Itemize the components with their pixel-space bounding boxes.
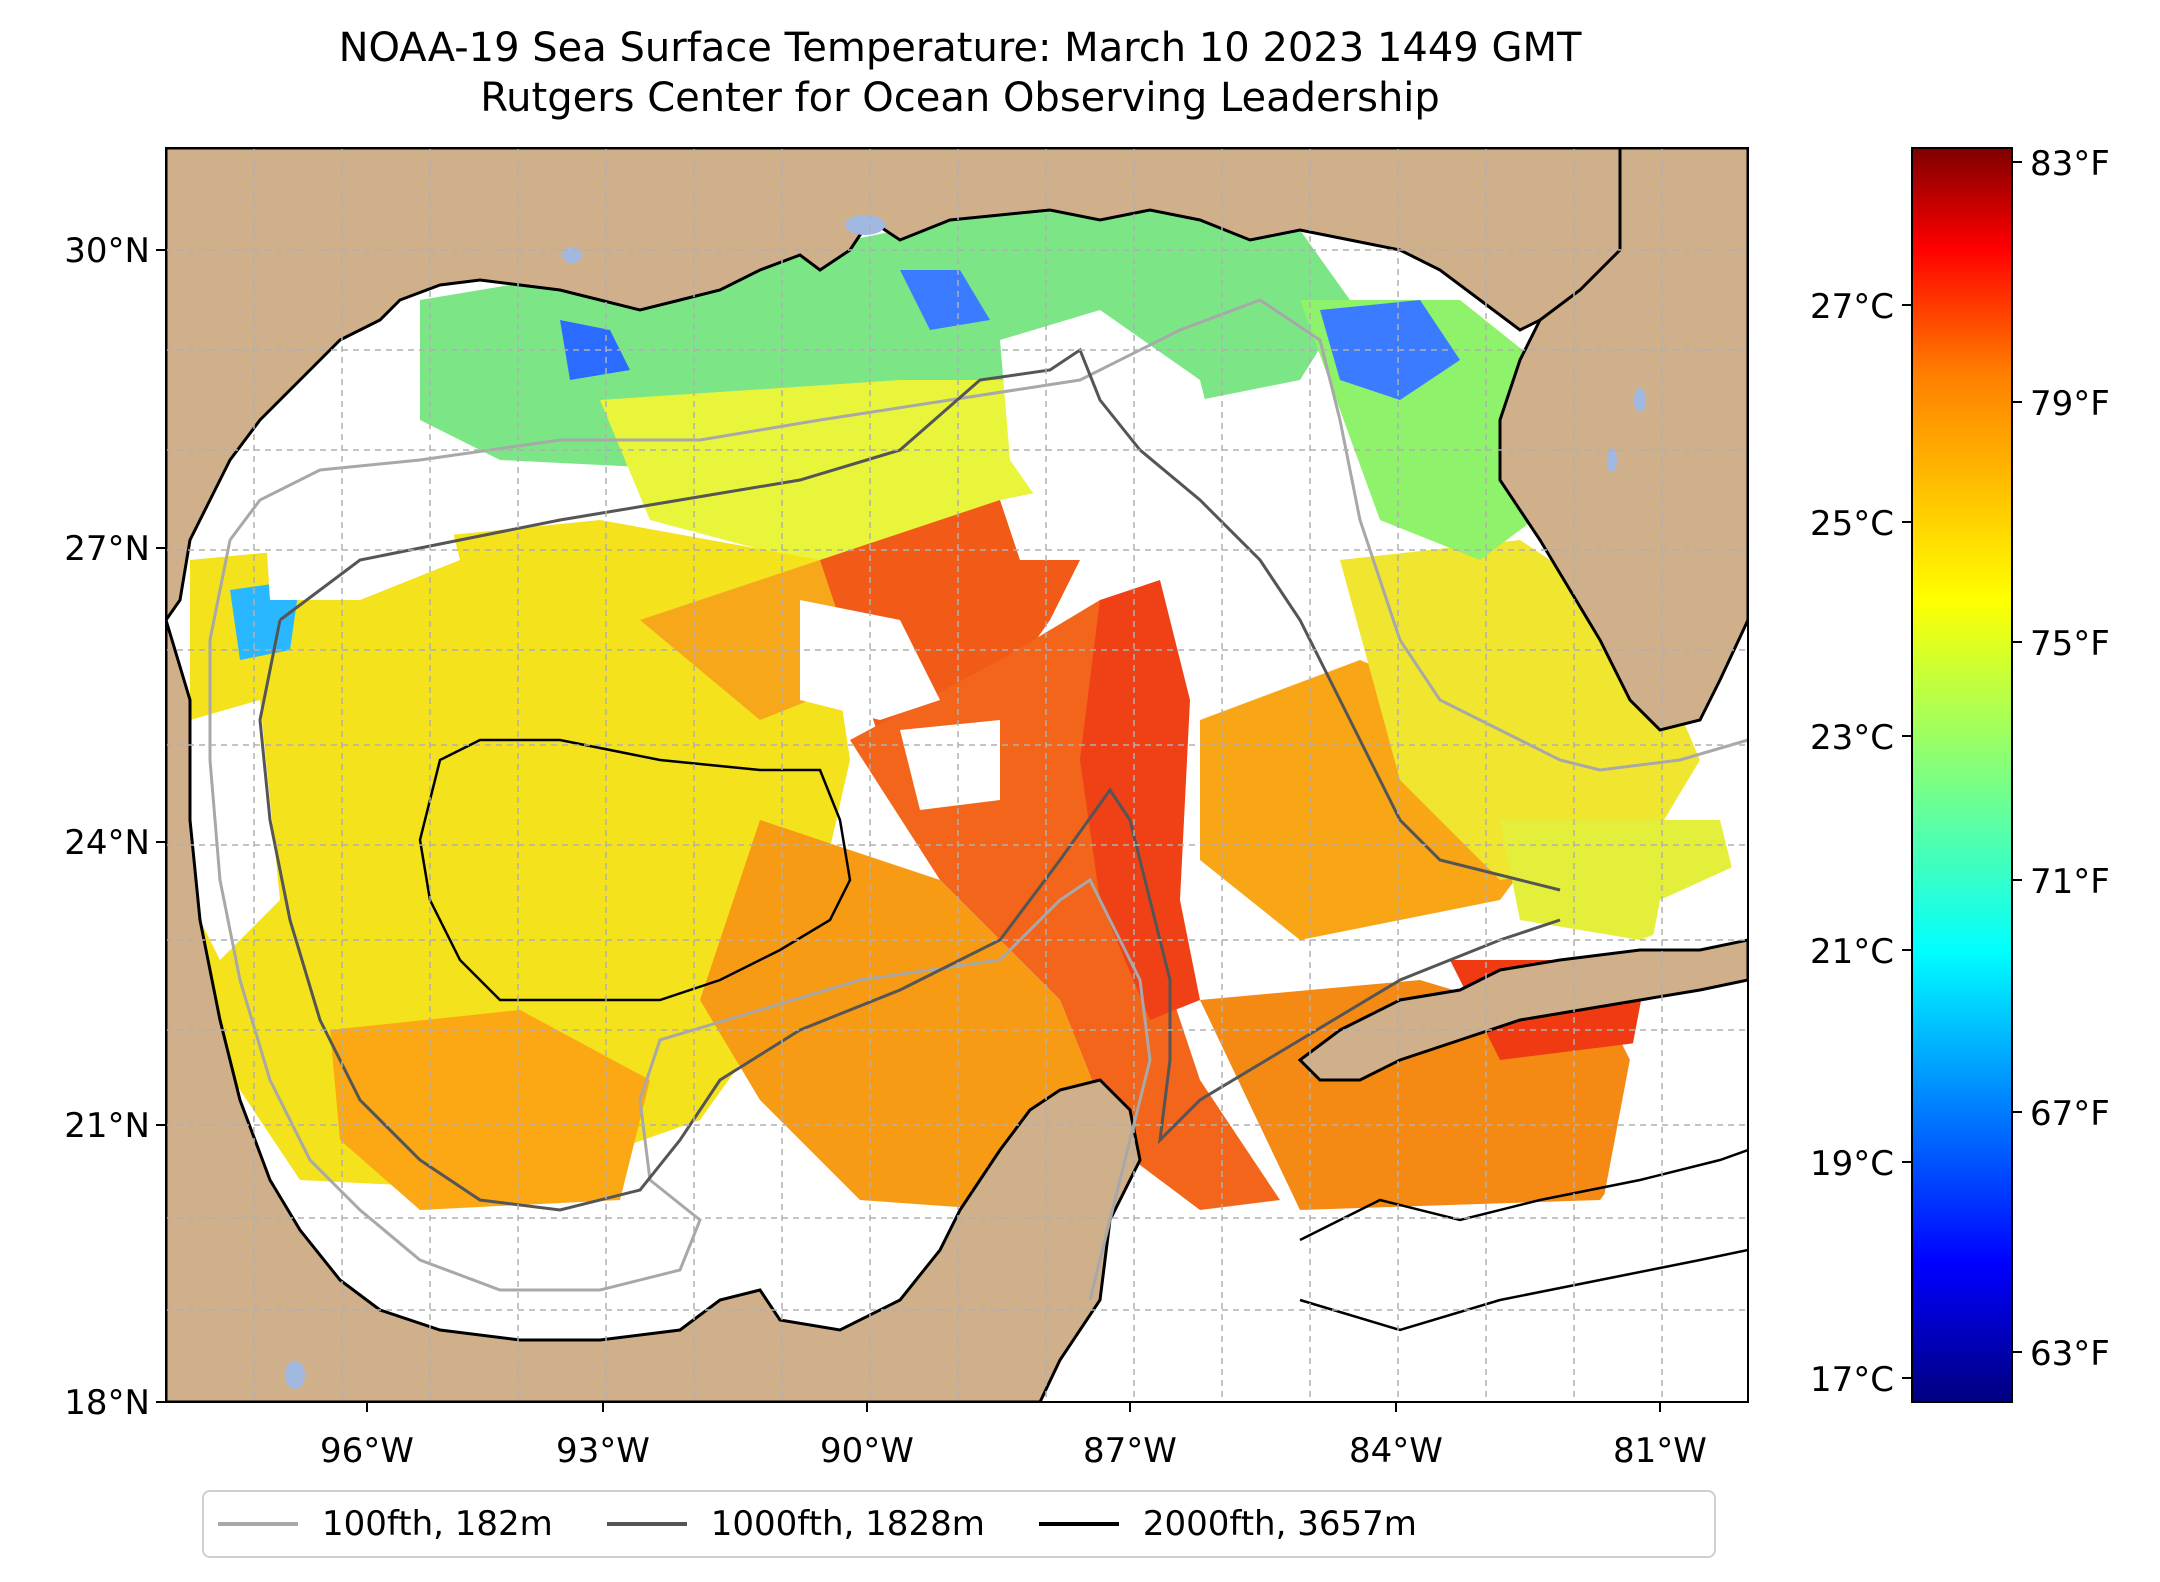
lat-label: 18°N xyxy=(64,1383,150,1423)
legend-item-1000fth: 1000fth, 1828m xyxy=(606,1504,985,1544)
contour-legend: 100fth, 182m 1000fth, 1828m 2000fth, 365… xyxy=(202,1490,1716,1558)
lat-axis: 30°N 27°N 24°N 21°N 18°N xyxy=(64,231,166,1423)
lon-axis: 96°W 93°W 90°W 87°W 84°W 81°W xyxy=(320,1402,1707,1471)
land-masses xyxy=(166,148,1748,1402)
contour-100fth xyxy=(208,298,1748,1301)
lat-label: 21°N xyxy=(64,1106,150,1146)
celsius-label: 23°C xyxy=(1810,718,1894,758)
fahrenheit-label: 71°F xyxy=(2030,862,2110,902)
lat-label: 30°N xyxy=(64,231,150,271)
contour-2000fth xyxy=(418,738,1748,1332)
colorbar: 27°C 25°C 23°C 21°C 19°C 17°C 83°F 79°F … xyxy=(1810,144,2110,1403)
celsius-label: 25°C xyxy=(1810,504,1894,544)
map-subtitle: Rutgers Center for Ocean Observing Leade… xyxy=(480,75,1440,121)
gridlines xyxy=(166,148,1748,1402)
fahrenheit-label: 79°F xyxy=(2030,384,2110,424)
fahrenheit-label: 63°F xyxy=(2030,1334,2110,1374)
fahrenheit-label: 67°F xyxy=(2030,1094,2110,1134)
celsius-label: 21°C xyxy=(1810,932,1894,972)
lat-label: 24°N xyxy=(64,823,150,863)
lon-label: 90°W xyxy=(820,1431,914,1471)
celsius-label: 17°C xyxy=(1810,1360,1894,1400)
legend-swatch xyxy=(606,1522,687,1526)
map-area xyxy=(166,148,1748,1402)
lon-label: 96°W xyxy=(320,1431,414,1471)
lakes xyxy=(285,215,1646,1389)
map-title: NOAA-19 Sea Surface Temperature: March 1… xyxy=(338,25,1582,71)
lat-label: 27°N xyxy=(64,529,150,569)
celsius-label: 19°C xyxy=(1810,1144,1894,1184)
colorbar-gradient xyxy=(1911,147,2013,1403)
lon-label: 87°W xyxy=(1083,1431,1177,1471)
lon-label: 93°W xyxy=(556,1431,650,1471)
legend-label: 2000fth, 3657m xyxy=(1142,1504,1417,1544)
legend-swatch xyxy=(218,1522,298,1526)
legend-item-2000fth: 2000fth, 3657m xyxy=(1038,1504,1417,1544)
lon-label: 81°W xyxy=(1613,1431,1707,1471)
legend-item-100fth: 100fth, 182m xyxy=(218,1504,553,1544)
fahrenheit-label: 83°F xyxy=(2030,144,2110,184)
lon-label: 84°W xyxy=(1349,1431,1443,1471)
fahrenheit-label: 75°F xyxy=(2030,624,2110,664)
bathymetry-contours xyxy=(208,298,1748,1332)
celsius-label: 27°C xyxy=(1810,287,1894,327)
legend-label: 100fth, 182m xyxy=(322,1504,553,1544)
legend-label: 1000fth, 1828m xyxy=(710,1504,985,1544)
contour-1000fth xyxy=(258,347,1561,1212)
map-frame xyxy=(165,147,1749,1403)
legend-swatch xyxy=(1038,1522,1119,1526)
